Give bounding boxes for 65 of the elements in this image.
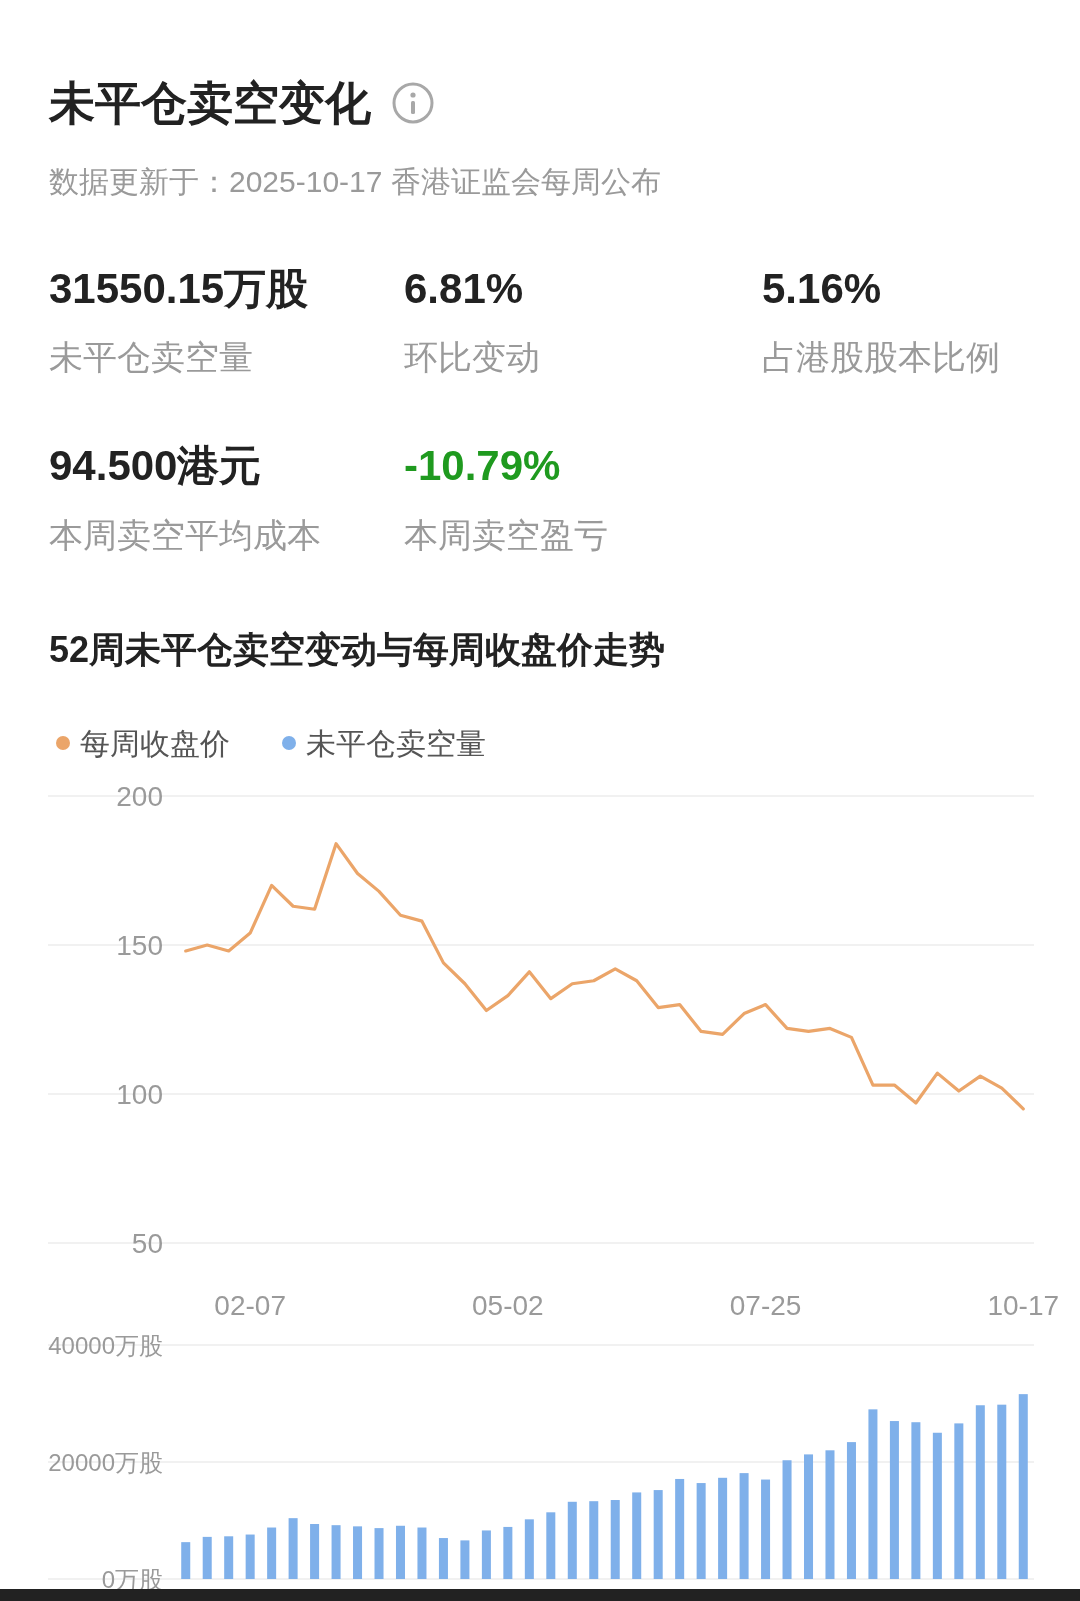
text: 6.81% [404,264,524,312]
bar [932,1432,942,1579]
text: 环比变动 [404,338,540,376]
bar [460,1540,470,1579]
bar [353,1526,363,1579]
text: 数据更新于：2025-10-17 香港证监会每周公布 [49,164,661,198]
bar [524,1519,534,1579]
bar [417,1527,427,1579]
bar [718,1477,728,1580]
bar [846,1442,856,1579]
text: -10.79% [404,441,561,489]
bar [310,1524,320,1579]
bar [224,1536,234,1580]
bar [975,1405,985,1580]
x-tick-label: 05-02 [472,1289,544,1321]
text: 5.16% [762,264,882,312]
y-tick-label: 20000万股 [48,1448,163,1476]
text: 未平仓卖空变化 [48,77,372,129]
bar [202,1536,212,1579]
bar [181,1542,191,1580]
bar [503,1526,513,1580]
bar [546,1512,556,1579]
bar [889,1421,899,1579]
bar [1018,1394,1028,1579]
bar [331,1525,341,1579]
bar [481,1530,491,1579]
bar [589,1501,599,1579]
bar [267,1527,277,1579]
bar [675,1478,685,1579]
bar [374,1528,384,1579]
legend: 未平仓卖空量 [282,726,486,760]
y-tick-label: 100 [116,1078,163,1110]
text: 占港股股本比例 [762,338,1000,376]
bar [395,1525,405,1580]
y-tick-label: 150 [116,929,163,961]
x-tick-label: 02-07 [214,1289,286,1321]
text: 未平仓卖空量 [49,338,253,376]
bar [696,1483,706,1579]
bar [567,1501,577,1579]
y-tick-label: 40000万股 [48,1331,163,1359]
x-tick-label: 10-17 [987,1289,1060,1321]
chart-title: 52周未平仓卖空变动与每周收盘价走势 [49,628,666,670]
text: 本周卖空平均成本 [49,516,321,554]
bar [438,1538,448,1579]
bar [610,1500,620,1580]
bar [632,1492,642,1579]
bar [245,1534,255,1579]
bar [653,1490,663,1579]
bar [868,1409,878,1579]
bar [761,1479,771,1579]
bar [997,1404,1007,1579]
bar [288,1518,298,1579]
bar [911,1422,921,1579]
x-tick-label: 07-25 [729,1289,802,1321]
bar [954,1423,964,1579]
bar [804,1454,814,1580]
y-tick-label: 200 [116,780,163,812]
bar [825,1450,835,1579]
legend: 每周收盘价 [56,726,230,760]
text: 31550.15万股 [49,264,309,312]
text: 94.500港元 [49,441,262,489]
text: 本周卖空盈亏 [404,516,608,554]
bar [782,1460,792,1579]
y-tick-label: 50 [131,1227,163,1259]
bar [739,1473,749,1579]
